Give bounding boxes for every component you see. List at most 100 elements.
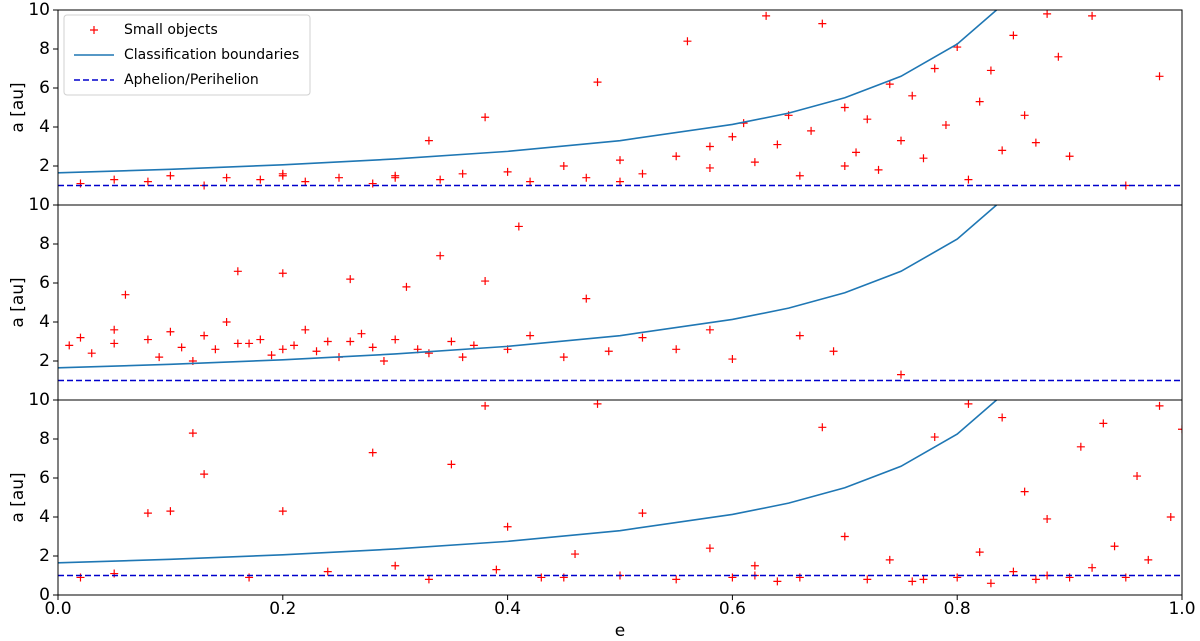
- point: [368, 179, 377, 188]
- point: [526, 177, 535, 186]
- point: [233, 339, 242, 348]
- point: [897, 136, 905, 145]
- point: [245, 573, 254, 582]
- point: [1020, 111, 1029, 120]
- point: [986, 579, 995, 588]
- point: [1076, 442, 1085, 451]
- point: [447, 460, 456, 469]
- y-tick-label: 8: [39, 39, 50, 59]
- point: [750, 561, 759, 570]
- point: [908, 91, 917, 100]
- point: [638, 169, 647, 178]
- y-tick-label: 0: [39, 585, 50, 605]
- point: [256, 175, 265, 184]
- point: [773, 577, 782, 586]
- point: [638, 509, 647, 518]
- x-tick-label: 1.0: [1168, 599, 1195, 619]
- point: [818, 19, 827, 28]
- point: [346, 337, 355, 346]
- point: [166, 171, 175, 180]
- point: [1121, 573, 1130, 582]
- y-tick-label: 4: [39, 507, 50, 527]
- point: [188, 429, 197, 438]
- point: [368, 448, 377, 457]
- x-tick-label: 0.4: [494, 599, 521, 619]
- point: [672, 345, 681, 354]
- point: [705, 325, 714, 334]
- point: [941, 121, 950, 130]
- point: [930, 433, 939, 442]
- point: [728, 573, 737, 582]
- point: [110, 175, 119, 184]
- y-axis-label: a [au]: [8, 472, 28, 522]
- point: [492, 565, 501, 574]
- point: [908, 577, 917, 586]
- point: [312, 347, 321, 356]
- point: [874, 165, 883, 174]
- point: [424, 575, 433, 584]
- point: [795, 331, 804, 340]
- point: [143, 509, 152, 518]
- point: [975, 548, 984, 557]
- point: [110, 569, 119, 578]
- point: [76, 333, 85, 342]
- y-tick-label: 4: [39, 117, 50, 137]
- x-tick-label: 0.0: [44, 599, 71, 619]
- point: [750, 158, 759, 167]
- point: [840, 162, 849, 170]
- point: [458, 169, 467, 178]
- legend-label: Classification boundaries: [124, 47, 299, 63]
- point: [1144, 555, 1153, 564]
- point: [391, 173, 400, 182]
- point: [1088, 11, 1097, 20]
- point: [840, 103, 849, 112]
- point: [290, 341, 299, 350]
- y-tick-label: 4: [39, 312, 50, 332]
- point: [278, 269, 287, 278]
- y-tick-label: 8: [39, 429, 50, 449]
- point: [514, 222, 523, 231]
- point: [346, 275, 355, 284]
- point: [335, 173, 343, 182]
- plot-frame: [57, 204, 1183, 401]
- point: [728, 355, 737, 364]
- point: [1065, 152, 1074, 161]
- point: [975, 97, 984, 106]
- point: [537, 573, 546, 582]
- point: [447, 337, 456, 346]
- point: [436, 175, 445, 184]
- point: [1099, 419, 1108, 428]
- point: [211, 345, 220, 354]
- legend-label: Small objects: [124, 22, 218, 38]
- point: [357, 329, 366, 338]
- y-tick-label: 10: [28, 0, 50, 20]
- point: [267, 351, 276, 360]
- point: [795, 171, 804, 180]
- legend-label: Aphelion/Perihelion: [124, 72, 259, 88]
- point: [379, 357, 388, 365]
- point: [65, 341, 74, 350]
- point: [863, 575, 872, 584]
- point: [953, 573, 962, 582]
- point: [705, 544, 714, 553]
- point: [638, 333, 647, 342]
- point: [1166, 513, 1175, 521]
- y-tick-label: 2: [39, 546, 50, 566]
- point: [1155, 72, 1164, 81]
- point: [301, 177, 310, 186]
- point: [481, 401, 490, 410]
- point: [773, 140, 782, 149]
- point: [143, 335, 152, 344]
- point: [998, 146, 1007, 155]
- point: [616, 156, 624, 165]
- point: [672, 152, 681, 161]
- point: [1065, 573, 1074, 582]
- point: [481, 113, 490, 122]
- point: [1178, 425, 1182, 434]
- point: [863, 115, 872, 124]
- point: [582, 173, 591, 182]
- point: [559, 162, 568, 170]
- boundary-line: [58, 205, 998, 369]
- plot-area: [58, 205, 1182, 382]
